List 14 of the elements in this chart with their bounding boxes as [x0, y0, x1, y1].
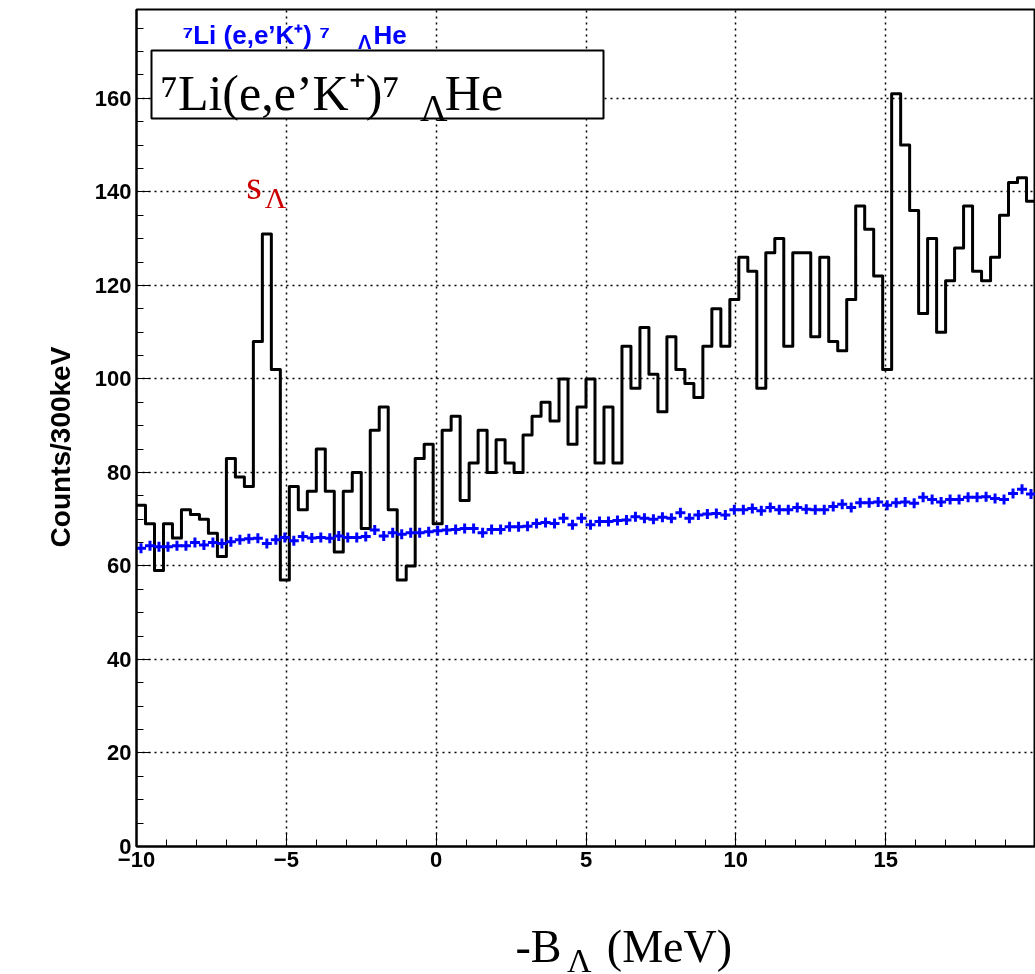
x-tick-label: 0	[430, 846, 443, 872]
y-tick-label: 40	[107, 646, 132, 672]
y-tick-label: 60	[107, 553, 132, 579]
x-tick-label: 10	[723, 846, 749, 872]
y-tick-label: 120	[94, 272, 132, 298]
x-tick-label: −5	[273, 846, 299, 872]
x-tick-label: 5	[579, 846, 593, 872]
y-tick-label: 160	[94, 85, 132, 111]
y-axis-title: Counts/300keV	[45, 346, 76, 548]
y-tick-label: 20	[107, 740, 132, 766]
y-tick-label: 80	[107, 459, 132, 485]
y-tick-label: 100	[94, 366, 132, 392]
x-tick-label: 15	[873, 846, 898, 872]
y-tick-label: 140	[94, 179, 132, 205]
